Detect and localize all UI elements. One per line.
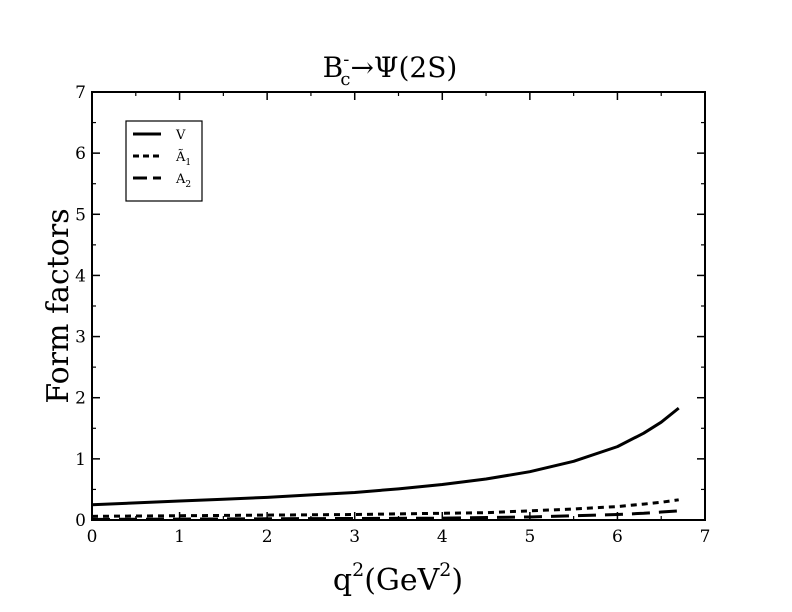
x-axis-title-sup2: 2 [439,559,451,581]
series-line-A2 [91,509,679,521]
x-axis-title-sup: 2 [352,559,364,581]
legend-label: A2 [175,172,191,190]
y-tick-label: 6 [75,144,86,164]
chart-title-sup: - [343,49,349,70]
x-tick-label: 6 [612,527,623,547]
series-group [91,406,680,521]
x-tick-label: 7 [700,527,711,547]
x-tick-label: 3 [349,527,360,547]
x-tick-label: 2 [262,527,273,547]
y-tick-label: 1 [75,450,86,470]
x-tick-label: 0 [87,527,98,547]
series-line-V [91,406,680,507]
y-axis-title: Form factors [41,208,76,403]
legend-label: V [175,128,186,143]
y-tick-label: 5 [75,205,86,225]
y-tick-label: 4 [75,266,86,286]
x-axis-title-close: ) [451,563,463,598]
y-tick-label: 7 [75,83,86,103]
legend-label: Ã1 [175,149,191,168]
chart-title-base: B [323,51,344,84]
x-axis-title: q2(GeV2) [333,559,463,598]
x-tick-label: 1 [174,527,185,547]
y-tick-label: 0 [75,511,86,531]
legend-entries: V Ã1 A2 [133,128,191,190]
series-line-1 [91,498,679,518]
y-axis-ticks: 0 1 2 3 4 5 6 7 [75,83,705,531]
y-tick-label: 3 [75,328,86,348]
x-tick-label: 4 [437,527,448,547]
x-axis-title-base: q [333,563,352,598]
x-axis-title-open: (GeV [364,563,440,598]
y-tick-label: 2 [75,389,86,409]
chart-title-rest: Ψ(2S) [374,51,457,84]
chart-title-sub: c [340,69,350,90]
chart-title-arrow: → [350,51,373,84]
legend: V Ã1 A2 [125,120,203,202]
chart-title: B-c→Ψ(2S) [323,49,458,90]
x-tick-label: 5 [524,527,535,547]
